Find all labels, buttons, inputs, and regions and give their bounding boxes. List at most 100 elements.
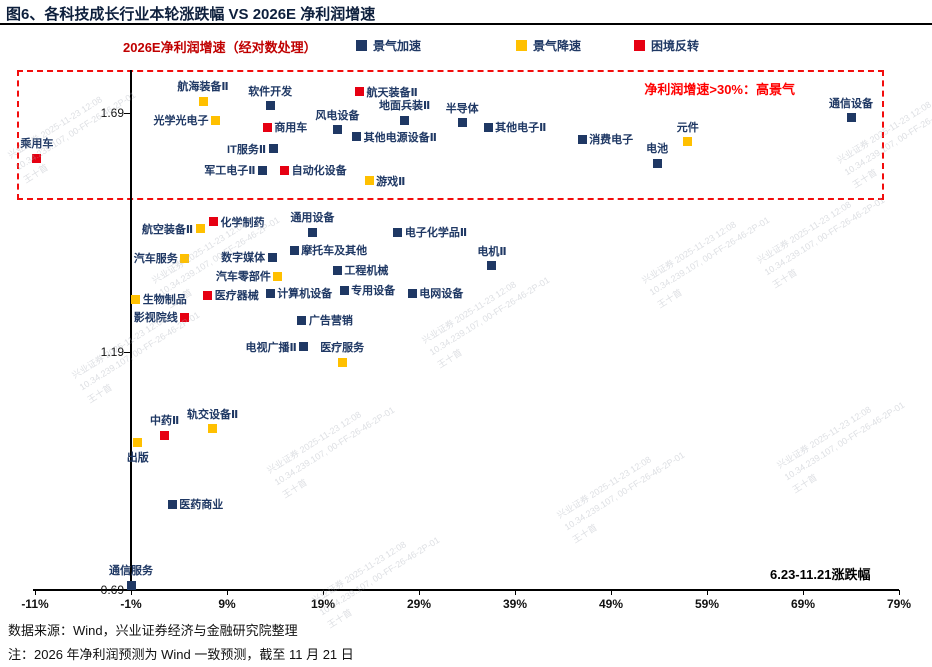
scatter-point: [354, 87, 364, 97]
point-label: 生物制品: [142, 294, 187, 307]
scatter-point: [209, 217, 219, 227]
scatter-point: [297, 315, 307, 325]
point-label: 医疗器械: [214, 290, 259, 303]
point-label: 医药商业: [179, 499, 224, 512]
x-tick-label: 19%: [310, 597, 336, 611]
watermark: 兴业证券 2025-11-23 12:08 10.34.239.107, 00-…: [265, 405, 397, 500]
x-tick-mark: [419, 590, 420, 595]
point-label: 航海装备Ⅱ: [177, 81, 229, 94]
watermark: 兴业证券 2025-11-23 12:08 10.34.239.107, 00-…: [640, 215, 772, 310]
point-label: 通信服务: [109, 565, 153, 578]
scatter-point: [195, 224, 205, 234]
watermark: 兴业证券 2025-11-23 12:08 10.34.239.107, 00-…: [555, 450, 687, 545]
point-label: 医疗服务: [320, 342, 365, 355]
scatter-point: [267, 252, 277, 262]
scatter-point: [210, 115, 220, 125]
scatter-point: [407, 288, 417, 298]
x-tick-mark: [707, 590, 708, 595]
point-label: 影视院线: [133, 312, 178, 325]
y-tick-label: 1.19: [100, 344, 124, 359]
scatter-point: [652, 158, 662, 168]
scatter-point: [265, 101, 275, 111]
point-label: 电子化学品Ⅱ: [404, 227, 468, 240]
watermark: 兴业证券 2025-11-23 12:08 10.34.239.107, 00-…: [310, 535, 442, 630]
scatter-point: [167, 499, 177, 509]
point-label: 电机Ⅱ: [477, 245, 507, 258]
scatter-point: [289, 245, 299, 255]
x-tick-label: 39%: [502, 597, 528, 611]
x-axis-title: 6.23-11.21涨跌幅: [770, 567, 871, 582]
x-tick-label: -11%: [21, 597, 49, 611]
point-label: 电池: [646, 143, 669, 156]
scatter-point: [487, 261, 497, 271]
point-label: 光学光电子: [153, 115, 209, 128]
scatter-point: [32, 153, 42, 163]
scatter-point: [258, 165, 268, 175]
scatter-point: [393, 227, 403, 237]
x-tick-mark: [227, 590, 228, 595]
high-prosperity-dashed-box: [17, 70, 884, 200]
point-label: 工程机械: [344, 265, 389, 278]
point-label: 地面兵装Ⅱ: [378, 100, 431, 113]
scatter-point: [198, 96, 208, 106]
legend-swatch-blue-icon: [356, 40, 367, 51]
legend-swatch-yellow-icon: [516, 40, 527, 51]
scatter-point: [457, 118, 467, 128]
point-label: 自动化设备: [291, 165, 347, 178]
scatter-point: [273, 271, 283, 281]
x-tick-mark: [899, 590, 900, 595]
scatter-point: [126, 580, 136, 590]
x-tick-label: 59%: [694, 597, 720, 611]
scatter-point: [180, 312, 190, 322]
scatter-point: [180, 253, 190, 263]
x-tick-label: 49%: [598, 597, 624, 611]
y-axis: [130, 70, 132, 590]
title-underline: [0, 23, 932, 25]
point-label: 数字媒体: [221, 252, 266, 265]
legend-label-accelerating: 景气加速: [373, 39, 422, 53]
legend-item-turnaround: 困境反转: [634, 37, 699, 54]
scatter-point: [846, 113, 856, 123]
scatter-point: [683, 137, 693, 147]
point-label: 通信设备: [829, 97, 873, 110]
point-label: 元件: [676, 121, 699, 134]
point-label: 计算机设备: [277, 288, 333, 301]
watermark: 兴业证券 2025-11-23 12:08 10.34.239.107, 00-…: [420, 275, 552, 370]
point-label: 风电设备: [315, 109, 360, 122]
scatter-point: [339, 285, 349, 295]
y-tick-label: 1.69: [100, 106, 124, 120]
point-label: 化学制药: [220, 216, 265, 229]
scatter-point: [483, 122, 493, 132]
x-tick-label: -1%: [120, 597, 142, 611]
scatter-point: [203, 290, 213, 300]
scatter-point: [262, 122, 272, 132]
point-label: 中药Ⅱ: [149, 415, 180, 428]
point-label: 专用设备: [351, 285, 396, 298]
scatter-point: [337, 357, 347, 367]
footnote: 注：2026 年净利润预测为 Wind 一致预测，截至 11 月 21 日: [8, 647, 354, 662]
scatter-point: [131, 294, 141, 304]
x-tick-mark: [611, 590, 612, 595]
scatter-point: [307, 227, 317, 237]
point-label: 汽车服务: [133, 253, 178, 266]
x-tick-label: 9%: [218, 597, 236, 611]
point-label: 消费电子: [589, 134, 634, 147]
x-tick-mark: [803, 590, 804, 595]
x-tick-mark: [35, 590, 36, 595]
point-label: 电网设备: [419, 288, 464, 301]
legend-label-turnaround: 困境反转: [651, 39, 700, 53]
legend-swatch-red-icon: [634, 40, 645, 51]
scatter-point: [268, 144, 278, 154]
y-tick-label: 0.69: [100, 583, 124, 597]
point-label: 广告营销: [308, 315, 353, 328]
point-label: 航天装备Ⅱ: [366, 86, 418, 99]
point-label: 摩托车及其他: [301, 245, 368, 258]
point-label: 出版: [126, 452, 149, 465]
x-tick-mark: [515, 590, 516, 595]
scatter-point: [265, 288, 275, 298]
legend-label-decelerating: 景气降速: [533, 39, 582, 53]
high-prosperity-annotation: 净利润增速>30%：高景气: [644, 82, 795, 97]
point-label: 其他电源设备Ⅱ: [363, 131, 437, 144]
x-axis: [33, 589, 899, 591]
